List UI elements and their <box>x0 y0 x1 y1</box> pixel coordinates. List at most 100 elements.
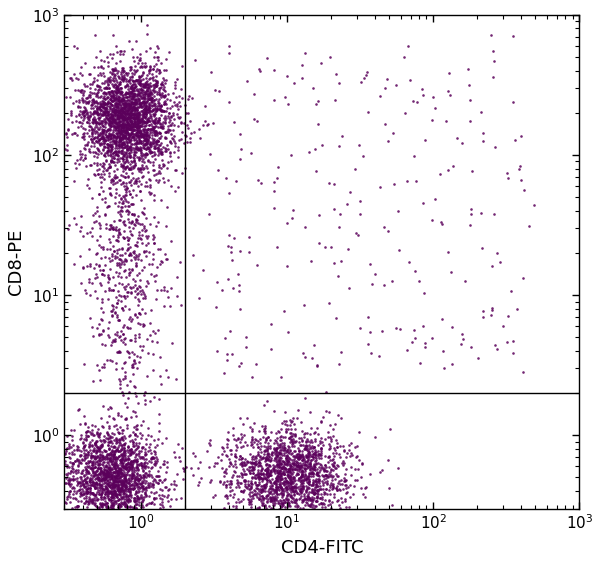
Point <box>131 480 141 489</box>
Point <box>141 80 151 89</box>
Point <box>97 340 107 349</box>
Point <box>95 452 105 461</box>
Point <box>265 436 274 445</box>
Point <box>83 498 92 507</box>
Point <box>94 445 104 454</box>
Point <box>298 495 307 504</box>
Point <box>147 462 157 472</box>
Point <box>97 487 106 496</box>
Point <box>145 190 155 199</box>
Point <box>101 483 110 492</box>
Point <box>118 454 127 463</box>
Point <box>92 108 101 117</box>
Point <box>137 116 147 125</box>
Point <box>141 144 151 153</box>
Point <box>120 481 130 490</box>
Point <box>249 437 259 446</box>
Point <box>100 148 110 157</box>
Point <box>280 462 289 471</box>
Point <box>92 104 102 113</box>
Point <box>337 498 347 507</box>
Point <box>141 455 151 464</box>
Point <box>303 500 313 509</box>
Point <box>83 484 92 493</box>
Point <box>149 494 158 503</box>
Point <box>148 96 157 105</box>
Point <box>86 450 96 459</box>
Point <box>275 449 284 458</box>
Point <box>520 186 529 195</box>
Point <box>236 442 246 451</box>
Point <box>107 500 117 509</box>
Point <box>104 318 114 327</box>
Point <box>254 471 264 480</box>
Point <box>290 453 300 462</box>
Point <box>107 120 116 129</box>
Point <box>287 465 296 474</box>
Point <box>115 128 124 137</box>
Point <box>344 445 354 454</box>
Point <box>98 451 107 460</box>
Point <box>140 309 150 318</box>
Point <box>287 486 296 495</box>
Point <box>518 367 528 376</box>
Point <box>269 501 278 510</box>
Point <box>313 471 323 480</box>
Point <box>78 263 88 272</box>
Point <box>138 81 148 90</box>
Point <box>71 494 80 503</box>
Point <box>76 490 85 499</box>
Point <box>109 459 119 468</box>
Point <box>156 101 166 110</box>
Point <box>118 459 127 468</box>
Point <box>342 199 352 208</box>
Point <box>275 470 284 479</box>
Point <box>116 68 126 77</box>
Point <box>143 143 153 152</box>
Point <box>86 134 95 143</box>
Point <box>108 121 118 130</box>
Point <box>129 504 139 513</box>
Point <box>179 118 189 127</box>
Point <box>90 274 100 283</box>
Point <box>290 486 300 495</box>
Point <box>276 483 286 492</box>
Point <box>95 109 104 118</box>
Point <box>67 108 76 117</box>
Point <box>118 109 127 118</box>
Point <box>113 121 123 130</box>
Point <box>228 493 238 502</box>
Point <box>127 72 137 81</box>
Point <box>125 103 134 112</box>
Point <box>258 469 268 478</box>
Point <box>117 243 127 252</box>
Point <box>102 76 112 85</box>
Point <box>299 494 309 503</box>
Point <box>286 497 296 506</box>
Point <box>324 496 334 505</box>
Point <box>163 127 172 136</box>
Point <box>112 114 122 124</box>
Point <box>74 443 83 452</box>
Point <box>216 456 226 465</box>
Point <box>249 490 259 499</box>
Point <box>84 462 94 471</box>
Point <box>119 103 129 112</box>
Point <box>110 454 120 463</box>
Point <box>160 115 170 124</box>
Point <box>136 290 146 299</box>
Point <box>91 440 100 449</box>
Point <box>121 148 131 157</box>
Point <box>274 480 284 489</box>
Point <box>87 459 97 468</box>
Point <box>279 444 289 453</box>
Point <box>136 78 145 87</box>
Point <box>284 499 293 508</box>
Point <box>103 466 112 475</box>
Point <box>125 102 135 111</box>
Point <box>76 430 85 439</box>
Point <box>130 477 139 486</box>
Point <box>269 464 278 473</box>
Point <box>131 310 140 319</box>
Point <box>110 111 120 120</box>
